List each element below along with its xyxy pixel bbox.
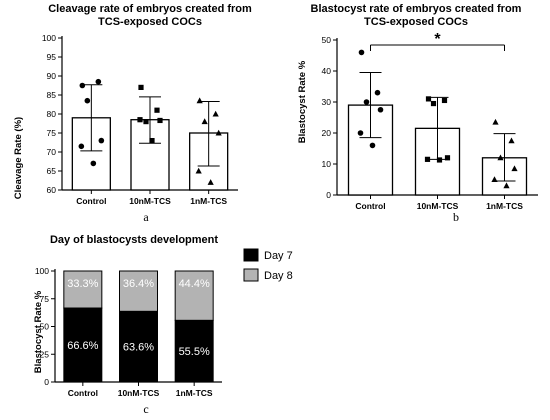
panel-b-y-tick-label: 0 xyxy=(326,190,331,200)
panel-a-data-point xyxy=(201,118,208,125)
panel-c-y-tick-label: 0 xyxy=(44,377,49,387)
panel-a-y-tick-label: 95 xyxy=(47,52,57,62)
panel-a-data-point xyxy=(98,137,105,144)
panel-b-y-axis-label: Blastocyst Rate % xyxy=(297,60,308,143)
panel-b-y-tick-label: 10 xyxy=(322,159,332,169)
panel-a-data-point xyxy=(154,107,160,113)
panel-c-day7-value-label: 55.5% xyxy=(179,346,210,358)
panel-a-data-point xyxy=(84,97,91,104)
panel-a-y-axis-label: Cleavage Rate (%) xyxy=(13,117,24,199)
panel-c-legend-swatch xyxy=(243,268,259,282)
panel-a-y-tick-label: 75 xyxy=(47,128,57,138)
panel-b-data-point xyxy=(425,96,432,102)
panel-c-category-label: 1nM-TCS xyxy=(176,388,213,398)
panel-c-chart: Day of blastocysts development Blastocys… xyxy=(33,234,293,416)
panel-b-data-point xyxy=(511,165,518,172)
panel-c-legend-label: Day 8 xyxy=(264,270,293,282)
panel-b-y-tick-label: 50 xyxy=(322,35,332,45)
panel-b-title-line-2: TCS-exposed COCs xyxy=(364,16,468,28)
panel-b-y-tick-label: 20 xyxy=(322,128,332,138)
panel-a-data-point xyxy=(95,78,102,85)
panel-b-data-point xyxy=(508,137,515,144)
panel-b-category-label: 10nM-TCS xyxy=(417,201,459,211)
panel-b-data-point xyxy=(357,130,364,136)
panel-c-bar-day8 xyxy=(63,270,103,309)
panel-c-y-tick-label: 25 xyxy=(40,349,50,359)
panel-a-y-tick-label: 90 xyxy=(47,71,57,81)
panel-c-category-label: Control xyxy=(68,388,98,398)
panel-b-data-point xyxy=(363,99,370,105)
panel-b-data-point xyxy=(424,156,431,162)
panel-a-data-point xyxy=(195,167,202,174)
panel-a-y-tick-label: 100 xyxy=(42,33,56,43)
panel-a-y-tick-label: 65 xyxy=(47,166,57,176)
panel-a-category-label: Control xyxy=(76,196,106,206)
panel-a-data-point xyxy=(143,119,149,125)
panel-c-y-tick-label: 100 xyxy=(35,266,49,276)
panel-c-day8-value-label: 33.3% xyxy=(67,278,98,290)
panel-a-data-point xyxy=(212,110,219,117)
panel-c-letter: c xyxy=(143,402,148,416)
panel-c-legend-swatch xyxy=(243,248,259,262)
panel-a-category-label: 10nM-TCS xyxy=(129,196,171,206)
panel-a-category-label: 1nM-TCS xyxy=(190,196,227,206)
panel-b-data-point xyxy=(377,106,384,113)
panel-a-y-tick-label: 60 xyxy=(47,185,57,195)
panel-c-y-tick-label: 75 xyxy=(40,294,50,304)
panel-a-title-line-1: Cleavage rate of embryos created from xyxy=(48,3,252,15)
panel-a-data-point xyxy=(90,160,97,167)
panel-c-bar-day8 xyxy=(174,270,214,321)
panel-a-data-point xyxy=(79,82,86,89)
panel-b-data-point xyxy=(369,142,376,149)
panel-a-data-point xyxy=(157,117,163,124)
panel-b-data-point xyxy=(444,155,451,161)
panel-c-y-tick-label: 50 xyxy=(40,322,50,332)
panel-c-bar-day8 xyxy=(119,270,158,312)
panel-b-significance-star: * xyxy=(434,31,441,48)
panel-a-data-point xyxy=(207,179,214,185)
panel-a-chart: Cleavage rate of embryos created from TC… xyxy=(13,3,252,224)
panel-a-data-point xyxy=(137,117,143,123)
panel-c-title: Day of blastocysts development xyxy=(50,234,218,246)
panel-b-y-tick-label: 30 xyxy=(322,97,332,107)
panel-b-data-point xyxy=(441,97,448,104)
panel-c-y-axis-label: Blastocyst Rate % xyxy=(33,290,44,373)
panel-a-y-tick-label: 70 xyxy=(47,147,57,157)
panel-b-data-point xyxy=(430,100,437,107)
panel-b-letter: b xyxy=(453,210,459,224)
panel-a-data-point xyxy=(149,138,155,144)
panel-b-data-point xyxy=(491,176,498,182)
panel-a-y-tick-label: 85 xyxy=(47,90,57,100)
panel-a-letter: a xyxy=(143,210,149,224)
panel-c-day7-value-label: 63.6% xyxy=(123,342,154,354)
panel-b-data-point xyxy=(358,49,365,56)
panel-c-day7-value-label: 66.6% xyxy=(67,340,98,352)
panel-c-bar-day7 xyxy=(174,319,214,383)
panel-a-title-line-2: TCS-exposed COCs xyxy=(98,16,202,28)
panel-c-day8-value-label: 36.4% xyxy=(123,278,154,290)
panel-a-data-point xyxy=(138,84,144,90)
panel-b-data-point xyxy=(503,182,510,189)
panel-b-data-point xyxy=(436,157,443,163)
panel-a-data-point xyxy=(215,129,222,136)
panel-a-y-tick-label: 80 xyxy=(47,109,57,119)
panel-b-title-line-1: Blastocyst rate of embryos created from xyxy=(311,3,522,15)
panel-b-data-point xyxy=(497,154,504,161)
panel-a-data-point xyxy=(196,97,203,104)
panel-c-legend-label: Day 7 xyxy=(264,250,293,262)
panel-c-category-label: 10nM-TCS xyxy=(118,388,160,398)
panel-b-category-label: Control xyxy=(355,201,385,211)
panel-b-y-tick-label: 40 xyxy=(322,66,332,76)
panel-b-chart: Blastocyst rate of embryos created from … xyxy=(297,3,538,224)
panel-c-day8-value-label: 44.4% xyxy=(179,278,210,290)
panel-b-data-point xyxy=(374,89,381,96)
panel-b-category-label: 1nM-TCS xyxy=(486,201,523,211)
panel-a-data-point xyxy=(78,143,85,150)
panel-b-data-point xyxy=(492,118,499,125)
